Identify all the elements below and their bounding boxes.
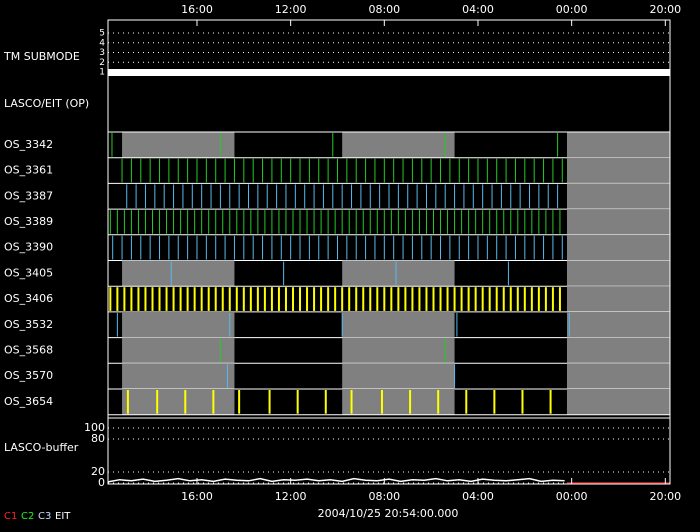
- inactive-band: [122, 260, 235, 287]
- submode-label: TM SUBMODE: [3, 50, 80, 63]
- inactive-band: [122, 337, 235, 364]
- inactive-band: [566, 286, 670, 312]
- row-label: OS_3389: [4, 215, 53, 228]
- row-label: OS_3342: [4, 138, 53, 151]
- inactive-band: [566, 132, 670, 158]
- inactive-band: [122, 311, 235, 338]
- row-label: OS_3390: [4, 241, 53, 254]
- x-tick-label: 20:00: [649, 3, 681, 16]
- inactive-band: [342, 132, 455, 158]
- inactive-band: [566, 209, 670, 235]
- frame: [107, 19, 671, 485]
- buffer-tick-label: 0: [98, 476, 105, 489]
- buffer-tick-label: 80: [91, 432, 105, 445]
- submode-tick-label: 1: [99, 68, 105, 78]
- buffer-line: [107, 477, 565, 483]
- legend-entry: C2: [21, 511, 34, 522]
- inactive-band: [342, 389, 455, 415]
- submode-tick-label: 4: [99, 38, 105, 48]
- x-tick-label: 04:00: [462, 3, 494, 16]
- timestamp: 2004/10/25 20:54:00.000: [318, 507, 459, 520]
- x-tick-label: 16:00: [181, 3, 213, 16]
- buffer-label: LASCO-buffer: [4, 441, 79, 454]
- row-label: OS_3532: [4, 318, 53, 331]
- x-tick-label: 20:00: [649, 490, 681, 503]
- row-label: OS_3568: [4, 343, 53, 356]
- legend-entry: C3: [38, 511, 51, 522]
- x-tick-label: 12:00: [275, 3, 307, 16]
- x-tick-label: 12:00: [275, 490, 307, 503]
- x-tick-label: 16:00: [181, 490, 213, 503]
- row-label: OS_3361: [4, 164, 53, 177]
- submode-tick-label: 3: [99, 48, 105, 58]
- row-label: OS_3654: [4, 395, 53, 408]
- submode-bar: [108, 69, 670, 76]
- buffer-tick-label: 100: [84, 421, 105, 434]
- inactive-band: [342, 311, 455, 338]
- buffer-tick-label: 20: [91, 465, 105, 478]
- lasco-eit-label: LASCO/EIT (OP): [4, 97, 89, 110]
- inactive-band: [566, 234, 670, 261]
- inactive-band: [342, 260, 455, 287]
- inactive-band: [122, 389, 235, 415]
- inactive-band: [342, 337, 455, 364]
- inactive-band: [566, 337, 670, 364]
- x-tick-label: 00:00: [556, 3, 588, 16]
- legend-entry: EIT: [55, 511, 71, 522]
- inactive-band: [566, 311, 670, 338]
- row-label: OS_3387: [4, 189, 53, 202]
- x-tick-label: 08:00: [368, 3, 400, 16]
- inactive-band: [122, 363, 235, 389]
- row-label: OS_3406: [4, 292, 53, 305]
- submode-tick-label: 5: [99, 29, 105, 39]
- inactive-band: [566, 363, 670, 389]
- inactive-band: [566, 389, 670, 415]
- inactive-band: [566, 157, 670, 184]
- row-label: OS_3570: [4, 369, 53, 382]
- inactive-band: [566, 183, 670, 210]
- legend-entry: C1: [4, 511, 17, 522]
- inactive-band: [566, 260, 670, 287]
- inactive-band: [122, 132, 235, 158]
- x-tick-label: 08:00: [368, 490, 400, 503]
- x-tick-label: 00:00: [556, 490, 588, 503]
- inactive-band: [342, 363, 455, 389]
- submode-tick-label: 2: [99, 58, 105, 68]
- x-tick-label: 04:00: [462, 490, 494, 503]
- row-label: OS_3405: [4, 266, 53, 279]
